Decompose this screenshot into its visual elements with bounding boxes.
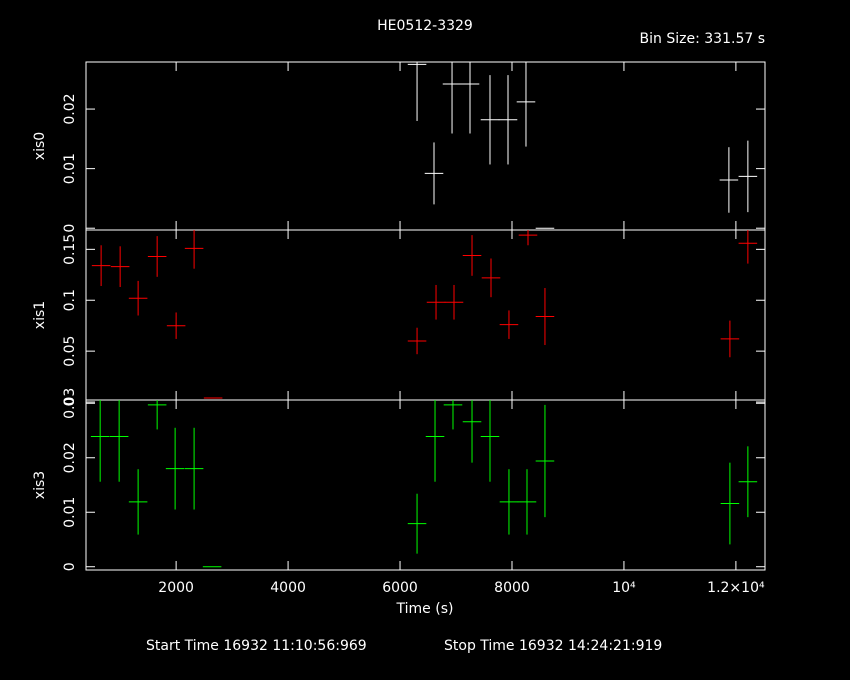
x-tick-label: 6000	[382, 580, 418, 596]
x-tick-label: 8000	[494, 580, 530, 596]
bin-size: Bin Size: 331.57 s	[640, 31, 765, 47]
y-tick-label: 0.15	[62, 234, 78, 265]
y-tick-label: 0	[62, 562, 78, 571]
y-tick-label: 0.03	[62, 388, 78, 419]
series	[407, 62, 758, 229]
series	[90, 400, 758, 568]
y-tick-label: 0.05	[62, 336, 78, 367]
y-tick-label: 0.02	[62, 93, 78, 124]
y-tick-label: 0.02	[62, 442, 78, 473]
y-tick-label: 0.01	[62, 153, 78, 184]
panel-frame	[85, 229, 766, 401]
x-tick-label: 4000	[270, 580, 306, 596]
chart-title: HE0512-3329	[377, 18, 473, 34]
x-tick-label: 2000	[158, 580, 194, 596]
panel-frame	[85, 61, 766, 231]
x-tick-label: 10⁴	[612, 580, 636, 596]
panel-frame	[85, 399, 766, 571]
x-tick-label: 1.2×10⁴	[707, 580, 765, 596]
start-time: Start Time 16932 11:10:56:969	[146, 638, 367, 654]
y-tick-label: 0.01	[62, 497, 78, 528]
y-tick-label: 0	[62, 398, 78, 407]
y-tick-label: 0.1	[62, 289, 78, 311]
y-tick-label: 0	[62, 224, 78, 233]
y-axis-label: xis0	[32, 132, 48, 160]
x-axis-label: Time (s)	[396, 601, 454, 617]
y-axis-label: xis1	[32, 301, 48, 329]
y-axis-label: xis3	[32, 471, 48, 499]
series	[91, 230, 758, 399]
stop-time: Stop Time 16932 14:24:21:919	[444, 638, 662, 654]
